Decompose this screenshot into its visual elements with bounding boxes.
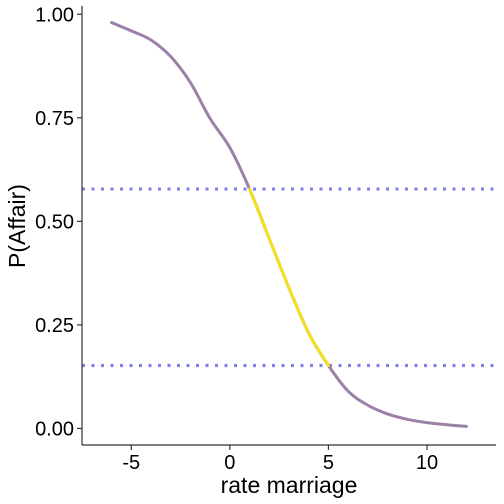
x-tick-label: 10 [416,452,438,474]
y-tick-label: 0.25 [35,315,74,337]
y-axis-title: P(Affair) [4,184,30,268]
probability-curve [110,21,468,428]
y-tick-label: 1.00 [35,4,74,26]
x-tick-label: 5 [323,452,334,474]
plot-area [82,21,496,428]
y-tick-label: 0.00 [35,418,74,440]
x-tick-label: -5 [122,452,140,474]
highlighted-curve-segment [248,187,330,367]
y-axis-ticks: 0.00 0.25 0.50 0.75 1.00 [35,4,82,440]
y-tick-label: 0.50 [35,211,74,233]
x-axis-title: rate marriage [221,472,358,498]
x-axis-ticks: -5 0 5 10 [122,445,438,474]
x-tick-label: 0 [224,452,235,474]
y-tick-label: 0.75 [35,108,74,130]
